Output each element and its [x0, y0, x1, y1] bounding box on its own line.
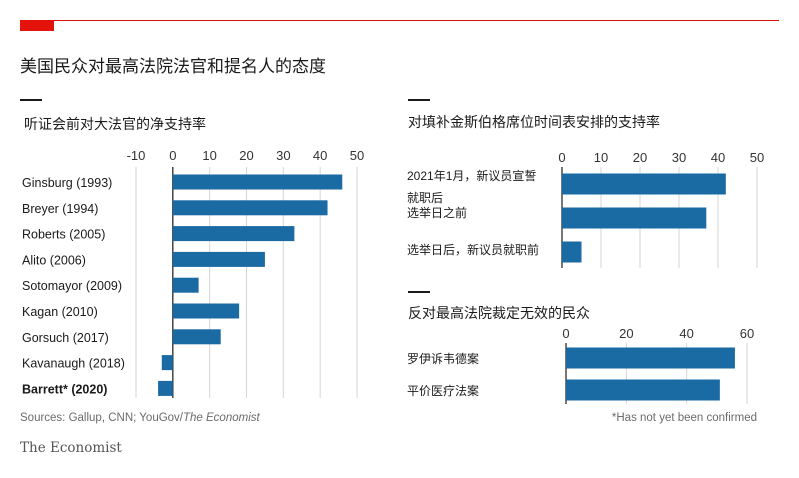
- chart2-tick-label: 50: [750, 150, 764, 165]
- chart2-category-label: 选举日后，新议员就职前: [407, 242, 539, 257]
- chart3-tick-label: 20: [619, 326, 633, 341]
- chart3-tick-label: 40: [679, 326, 693, 341]
- main-title: 美国民众对最高法院法官和提名人的态度: [20, 57, 326, 77]
- chart3-bar: [566, 347, 735, 369]
- publication-brand: The Economist: [20, 440, 122, 456]
- chart1-bar: [172, 277, 199, 293]
- brand-red-tab: [20, 20, 54, 31]
- chart2-tick-label: 20: [633, 150, 647, 165]
- chart1-category-label: Sotomayor (2009): [22, 279, 122, 293]
- chart1-tick-label: 0: [169, 148, 176, 163]
- chart2-timeline-support: 0 10 20 30 40 50 2021年1月，新议员宣誓就职后选举日之前选举日后，新议员…: [407, 150, 764, 268]
- chart3-tick-label: 0: [562, 326, 569, 341]
- chart1-net-approval: -10 0 10 20 30 40 50 Ginsburg (1993) Breyer (199…: [22, 148, 364, 398]
- chart3-tick-label: 60: [740, 326, 754, 341]
- chart1-bar: [172, 329, 221, 345]
- chart2-bar: [562, 207, 707, 229]
- chart3-category-label: 罗伊诉韦德案: [407, 351, 479, 366]
- top-rule: [54, 20, 779, 21]
- chart2-category-label: 选举日之前: [407, 205, 467, 220]
- chart1-category-label: Kavanaugh (2018): [22, 357, 125, 371]
- chart1-category-label: Breyer (1994): [22, 202, 98, 216]
- chart1-bar: [172, 303, 240, 319]
- sources-text: Sources: Gallup, CNN; YouGov/: [20, 412, 183, 424]
- chart1-bar: [161, 355, 173, 371]
- chart1-title: 听证会前对大法官的净支持率: [24, 117, 206, 133]
- chart2-tick-label: 40: [711, 150, 725, 165]
- chart1-category-label: Kagan (2010): [22, 305, 98, 319]
- chart1-category-label: Ginsburg (1993): [22, 176, 112, 190]
- chart1-category-label: Alito (2006): [22, 253, 86, 267]
- chart1-category-label: Barrett* (2020): [22, 382, 107, 396]
- chart2-bar: [562, 241, 582, 263]
- chart1-bar: [172, 200, 328, 216]
- chart1-tick-label: 50: [350, 148, 364, 163]
- chart1-bar: [158, 380, 173, 396]
- chart2-tick-label: 10: [594, 150, 608, 165]
- chart1-tick-label: 20: [239, 148, 253, 163]
- chart2-bar: [562, 173, 726, 195]
- sources-note: Sources: Gallup, CNN; YouGov/The Economi…: [20, 412, 260, 424]
- chart1-bar: [172, 226, 295, 242]
- chart3-title: 反对最高法院裁定无效的民众: [408, 306, 590, 322]
- chart1-tick-label: 40: [313, 148, 327, 163]
- sources-publication: The Economist: [183, 412, 260, 424]
- section-dash-left: [20, 99, 42, 101]
- chart2-tick-label: 0: [558, 150, 565, 165]
- chart1-category-label: Roberts (2005): [22, 228, 105, 242]
- chart1-bar: [172, 251, 265, 267]
- section-dash-right-top: [408, 99, 430, 101]
- chart1-category-label: Gorsuch (2017): [22, 331, 109, 345]
- chart1-tick-label: -10: [127, 148, 146, 163]
- footnote: *Has not yet been confirmed: [611, 412, 757, 424]
- chart3-category-label: 平价医疗法案: [407, 383, 479, 398]
- chart2-category-label: 2021年1月，新议员宣誓: [407, 168, 536, 183]
- chart1-tick-label: 30: [276, 148, 290, 163]
- chart2-title: 对填补金斯伯格席位时间表安排的支持率: [408, 115, 660, 131]
- chart2-category-label: 就职后: [407, 191, 443, 205]
- chart1-tick-label: 10: [202, 148, 216, 163]
- chart1-bar: [172, 174, 343, 190]
- chart3-bar: [566, 379, 720, 401]
- section-dash-right-bottom: [408, 291, 430, 293]
- chart2-tick-label: 30: [672, 150, 686, 165]
